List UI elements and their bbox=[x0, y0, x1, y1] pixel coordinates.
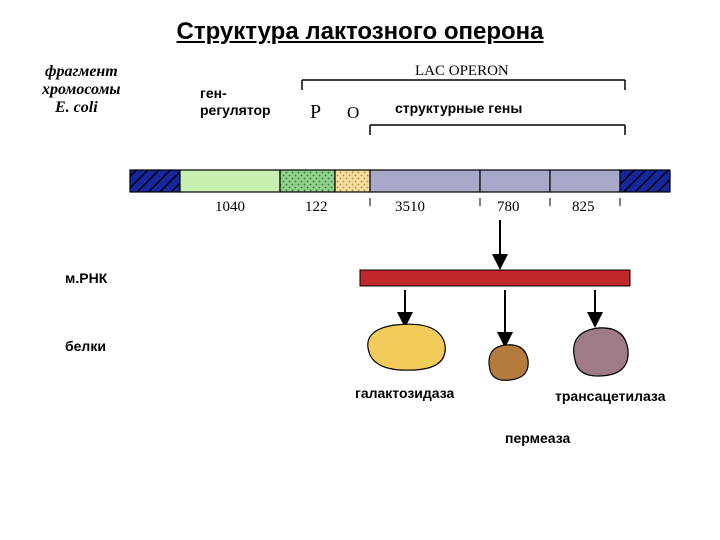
seg-lacI bbox=[180, 170, 280, 192]
chromosome-bar bbox=[130, 170, 670, 192]
seg-O bbox=[335, 170, 370, 192]
mRNA-bar bbox=[360, 270, 630, 286]
seg-lacZ bbox=[370, 170, 480, 192]
protein-transacetylase bbox=[574, 328, 628, 376]
seg-lacA bbox=[550, 170, 620, 192]
seg-hatch-left bbox=[130, 170, 180, 192]
seg-P bbox=[280, 170, 335, 192]
seg-hatch-right bbox=[620, 170, 670, 192]
protein-galactosidase bbox=[368, 324, 445, 370]
protein-permease bbox=[489, 345, 528, 380]
operon-diagram bbox=[0, 0, 720, 540]
seg-lacY bbox=[480, 170, 550, 192]
